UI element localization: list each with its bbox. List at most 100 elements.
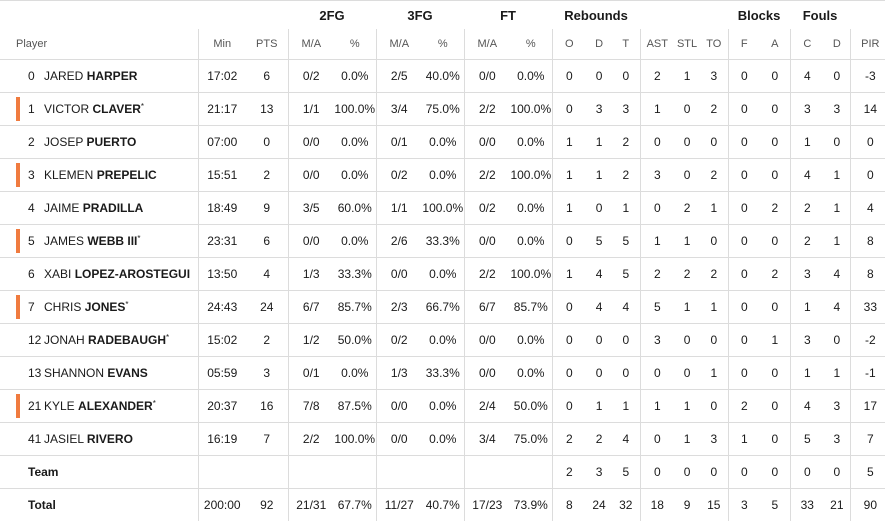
stat-blk-a: 0 <box>760 423 790 456</box>
stat-reb-d: 1 <box>586 159 612 192</box>
stat-3fg-pct: 100.0% <box>422 192 464 225</box>
stat-stl: 1 <box>674 291 700 324</box>
stat-ast: 0 <box>640 357 674 390</box>
col-ast[interactable]: AST <box>640 29 674 60</box>
stat-ast: 3 <box>640 159 674 192</box>
col-2fg-pct[interactable]: % <box>334 29 376 60</box>
stat-fouls-d: 0 <box>824 456 850 489</box>
col-pir[interactable]: PIR <box>850 29 885 60</box>
stat-blk-a: 0 <box>760 126 790 159</box>
stat-blk-a: 2 <box>760 192 790 225</box>
player-name[interactable]: JONAH RADEBAUGH* <box>44 324 169 356</box>
group-fouls: Fouls <box>790 1 850 30</box>
col-ft-ma[interactable]: M/A <box>464 29 510 60</box>
player-name[interactable]: XABI LOPEZ-AROSTEGUI <box>44 258 190 290</box>
stat-ft-ma: 2/2 <box>464 93 510 126</box>
stat-reb-d: 5 <box>586 225 612 258</box>
stat-ft-ma: 0/0 <box>464 60 510 93</box>
col-ft-pct[interactable]: % <box>510 29 552 60</box>
stat-ft-ma: 0/0 <box>464 225 510 258</box>
stat-3fg-pct: 0.0% <box>422 126 464 159</box>
stat-fouls-d: 3 <box>824 93 850 126</box>
col-fouls-c[interactable]: C <box>790 29 824 60</box>
player-name[interactable]: JOSEP PUERTO <box>44 126 136 158</box>
col-2fg-ma[interactable]: M/A <box>288 29 334 60</box>
stat-reb-o: 0 <box>552 225 586 258</box>
player-number: 5 <box>28 225 35 257</box>
stat-ft-pct: 100.0% <box>510 258 552 291</box>
stat-ft-pct: 0.0% <box>510 192 552 225</box>
col-blk-a[interactable]: A <box>760 29 790 60</box>
player-last-name: PUERTO <box>86 135 136 149</box>
col-to[interactable]: TO <box>700 29 728 60</box>
stat-min: 17:02 <box>198 60 246 93</box>
col-player[interactable]: Player <box>0 29 198 60</box>
col-reb-o[interactable]: O <box>552 29 586 60</box>
col-reb-d[interactable]: D <box>586 29 612 60</box>
col-reb-t[interactable]: T <box>612 29 640 60</box>
stat-stl: 2 <box>674 192 700 225</box>
player-cell[interactable]: 5 JAMES WEBB III* <box>0 225 198 258</box>
stat-blk-a: 2 <box>760 258 790 291</box>
player-name[interactable]: JASIEL RIVERO <box>44 423 133 455</box>
player-name[interactable]: JAIME PRADILLA <box>44 192 143 224</box>
stat-reb-o: 0 <box>552 324 586 357</box>
stat-to: 2 <box>700 159 728 192</box>
stat-3fg-ma: 2/6 <box>376 225 422 258</box>
col-blk-f[interactable]: F <box>728 29 760 60</box>
stat-2fg-ma <box>288 456 334 489</box>
stat-min: 20:37 <box>198 390 246 423</box>
stat-3fg-pct: 40.7% <box>422 489 464 521</box>
stat-fouls-c: 33 <box>790 489 824 521</box>
col-3fg-ma[interactable]: M/A <box>376 29 422 60</box>
stat-fouls-d: 1 <box>824 159 850 192</box>
stat-2fg-pct: 0.0% <box>334 159 376 192</box>
player-name[interactable]: VICTOR CLAVER* <box>44 93 144 125</box>
player-name[interactable]: CHRIS JONES* <box>44 291 129 323</box>
player-name[interactable]: SHANNON EVANS <box>44 357 148 389</box>
player-name[interactable]: KLEMEN PREPELIC <box>44 159 157 191</box>
stat-blk-f: 0 <box>728 225 760 258</box>
col-stl[interactable]: STL <box>674 29 700 60</box>
col-3fg-pct[interactable]: % <box>422 29 464 60</box>
col-pts[interactable]: PTS <box>246 29 288 60</box>
stat-pir: 8 <box>850 225 885 258</box>
col-fouls-d[interactable]: D <box>824 29 850 60</box>
stat-ft-pct: 0.0% <box>510 357 552 390</box>
stat-pts: 6 <box>246 225 288 258</box>
stat-fouls-c: 3 <box>790 93 824 126</box>
stat-reb-o: 0 <box>552 291 586 324</box>
stat-fouls-d: 0 <box>824 324 850 357</box>
player-name[interactable]: KYLE ALEXANDER* <box>44 390 156 422</box>
player-name[interactable]: JAMES WEBB III* <box>44 225 140 257</box>
starter-asterisk: * <box>137 234 140 243</box>
stat-fouls-d: 3 <box>824 390 850 423</box>
stat-reb-d: 24 <box>586 489 612 521</box>
player-name[interactable]: JARED HARPER <box>44 60 137 92</box>
stat-ft-ma: 0/2 <box>464 192 510 225</box>
col-min[interactable]: Min <box>198 29 246 60</box>
